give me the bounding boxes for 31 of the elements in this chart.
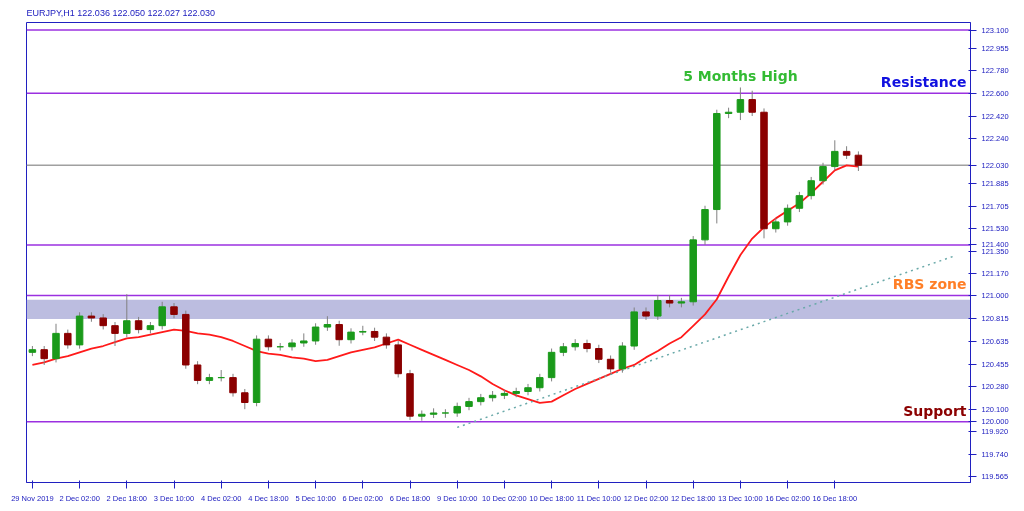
candlestick xyxy=(524,383,532,396)
annotation: Resistance xyxy=(880,74,967,91)
candlestick xyxy=(595,344,603,364)
candlestick xyxy=(831,139,839,171)
candlestick xyxy=(311,322,320,346)
candlestick xyxy=(807,176,815,200)
candlestick xyxy=(736,86,745,121)
candlestick xyxy=(335,320,343,347)
annotation: Support xyxy=(903,402,967,419)
candlestick xyxy=(241,388,249,410)
candlestick xyxy=(158,301,166,330)
candlestick xyxy=(111,321,119,347)
candlestick xyxy=(583,339,591,353)
candlestick xyxy=(64,329,72,350)
candlestick xyxy=(783,203,792,227)
candlestick xyxy=(40,345,48,366)
candlestick xyxy=(854,150,863,172)
candlestick xyxy=(748,90,756,117)
candlestick xyxy=(288,338,296,352)
candlestick xyxy=(618,341,627,374)
annotation: 5 Months High xyxy=(683,68,798,85)
candlestick xyxy=(193,360,202,385)
candlestick xyxy=(229,373,237,398)
chart-title: EURJPY,H1 122.036 122.050 122.027 122.030 xyxy=(26,7,215,18)
candlestick xyxy=(123,293,131,338)
annotation: RBS zone xyxy=(892,276,967,293)
candlestick xyxy=(819,162,827,186)
candlestick xyxy=(795,191,804,213)
candlestick xyxy=(465,397,473,411)
candlestick xyxy=(642,306,650,321)
candlestick xyxy=(654,294,662,321)
